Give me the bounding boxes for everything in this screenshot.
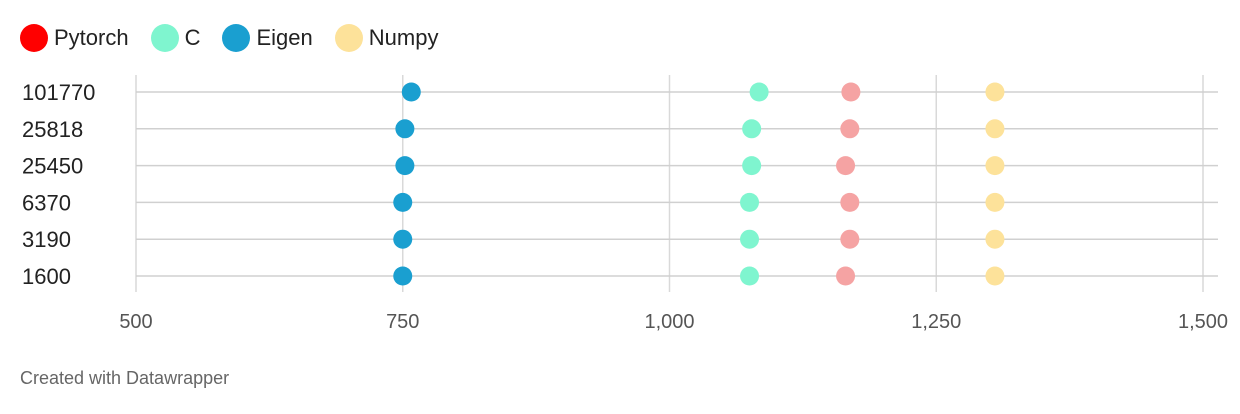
legend-swatch xyxy=(20,24,48,52)
dot-c xyxy=(740,266,760,286)
legend-swatch xyxy=(222,24,251,52)
dot-c xyxy=(749,82,769,102)
dot-pytorch xyxy=(836,156,856,176)
dot-pytorch xyxy=(836,266,856,286)
x-tick-label: 750 xyxy=(386,311,419,333)
dot-numpy xyxy=(985,229,1005,249)
legend-item-eigen: Eigen xyxy=(222,24,313,52)
dot-eigen xyxy=(393,229,413,249)
dot-c xyxy=(740,192,760,212)
legend-label: Pytorch xyxy=(54,25,129,50)
dot-numpy xyxy=(985,119,1005,139)
dot-pytorch xyxy=(840,119,860,139)
x-tick-label: 1,250 xyxy=(911,311,961,333)
row-label: 101770 xyxy=(22,80,95,105)
legend-item-numpy: Numpy xyxy=(334,24,439,52)
dot-numpy xyxy=(985,192,1005,212)
legend-swatch xyxy=(334,24,363,52)
dot-eigen xyxy=(393,192,413,212)
x-tick-label: 1,500 xyxy=(1178,311,1228,333)
dot-c xyxy=(742,119,762,139)
legend-item-c: C xyxy=(150,24,201,52)
dot-c xyxy=(742,156,762,176)
x-tick-label: 1,000 xyxy=(644,311,694,333)
footer-credit: Created with Datawrapper xyxy=(20,368,230,388)
dot-eigen xyxy=(401,82,421,102)
dot-eigen xyxy=(395,156,415,176)
dot-eigen xyxy=(395,119,415,139)
x-tick-label: 500 xyxy=(119,311,152,333)
dot-pytorch xyxy=(841,82,861,102)
legend-label: Numpy xyxy=(368,25,439,50)
row-label: 25818 xyxy=(22,117,83,142)
legend-label: C xyxy=(184,25,201,50)
dot-numpy xyxy=(985,82,1005,102)
dot-numpy xyxy=(985,156,1005,176)
dot-numpy xyxy=(985,266,1005,286)
row-label: 3190 xyxy=(22,227,71,252)
legend-swatch xyxy=(150,24,179,52)
dot-c xyxy=(740,229,760,249)
dot-pytorch xyxy=(840,192,860,212)
dot-eigen xyxy=(393,266,413,286)
row-label: 25450 xyxy=(22,154,83,179)
row-label: 6370 xyxy=(22,190,71,215)
dot-pytorch xyxy=(840,229,860,249)
legend-item-pytorch: Pytorch xyxy=(20,24,129,52)
legend-label: Eigen xyxy=(256,25,313,50)
legend: Pytorch C Eigen Numpy xyxy=(20,18,460,58)
row-label: 1600 xyxy=(22,264,71,289)
